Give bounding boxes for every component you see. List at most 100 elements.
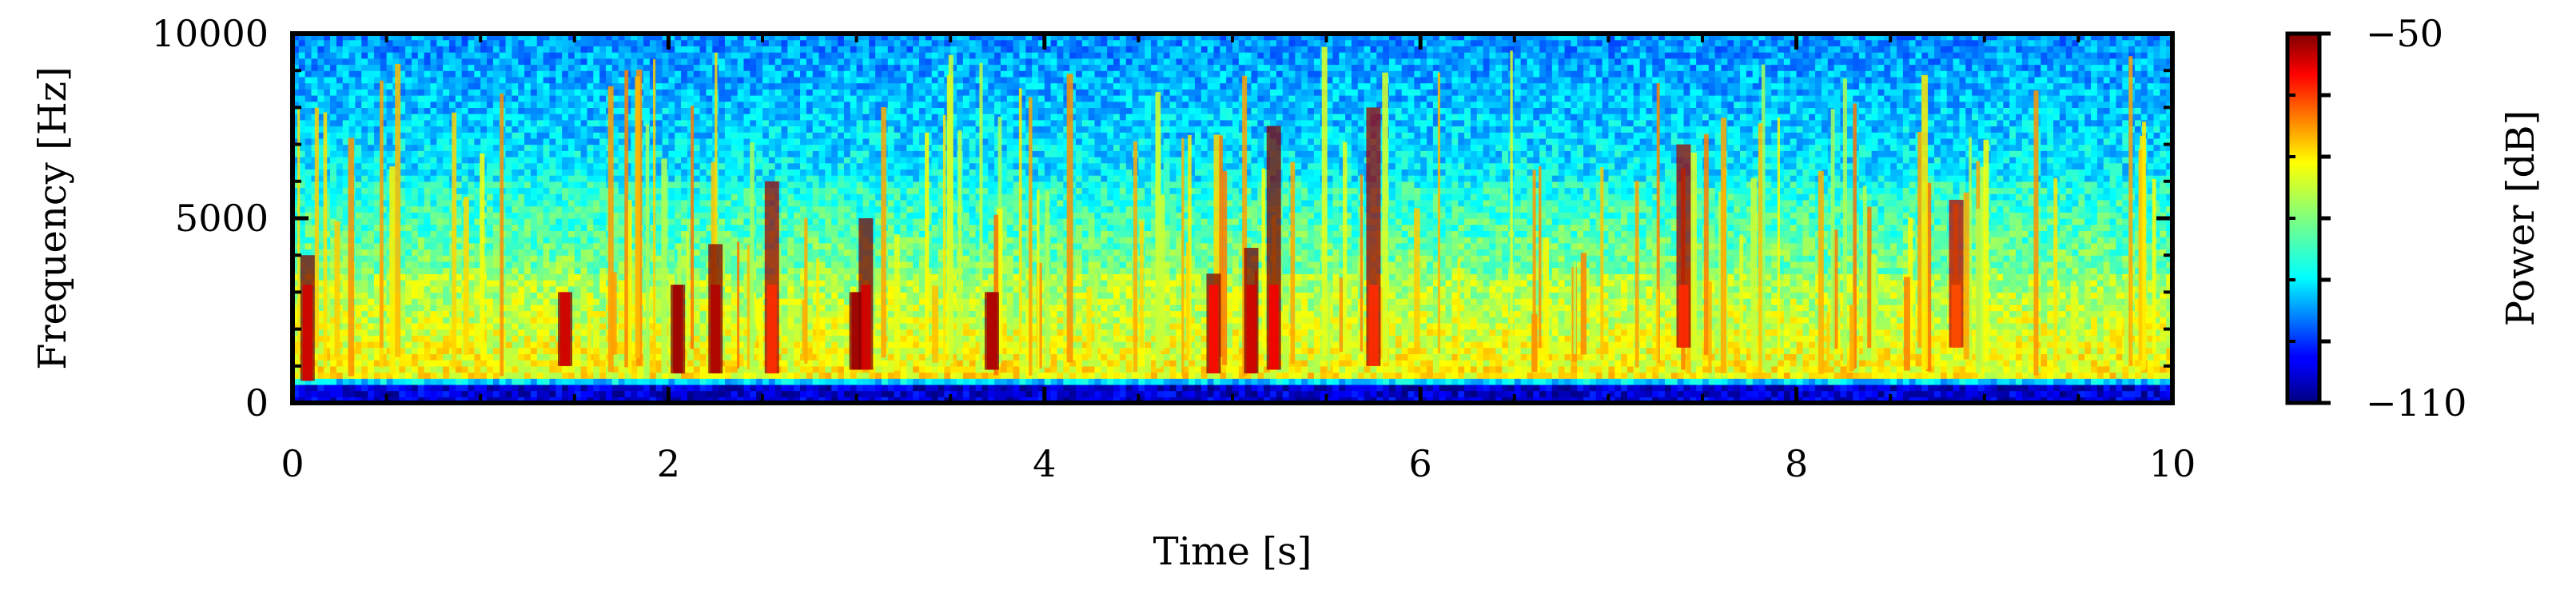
spectral-streak (297, 106, 301, 353)
spectral-streak (1842, 78, 1847, 365)
spectral-streak (1925, 182, 1932, 372)
spectral-streak (1242, 75, 1248, 377)
spectral-streak (925, 132, 930, 358)
spectral-streak (758, 297, 763, 370)
spectral-streak (1360, 174, 1364, 352)
spectral-streak (1343, 142, 1348, 350)
spectral-streak (1510, 50, 1513, 353)
x-tick-label: 4 (1033, 442, 1056, 485)
colorbar-title: Power [dB] (2498, 110, 2543, 326)
spectral-streak (1600, 167, 1604, 360)
strong-event-core (673, 285, 683, 374)
spectral-streak (1655, 289, 1659, 376)
x-tick-label: 2 (657, 442, 680, 485)
spectral-streak (661, 158, 667, 374)
spectral-streak (1382, 72, 1388, 363)
spectral-streak (1871, 253, 1877, 363)
strong-event-core (1268, 285, 1279, 370)
y-axis-ticks: 0 5000 10000 (152, 12, 2172, 425)
spectral-streak (958, 130, 962, 359)
spectral-streak (881, 107, 886, 358)
spectral-streak (1018, 88, 1022, 353)
spectral-streak (1826, 312, 1830, 369)
spectral-streak (627, 200, 632, 375)
spectral-streak (894, 234, 900, 371)
spectral-streak (1969, 137, 1972, 348)
spectral-streak (1963, 192, 1969, 360)
spectral-streak (653, 59, 656, 368)
spectral-streak (1219, 135, 1223, 357)
spectrogram-events (297, 46, 2156, 381)
spectral-streak (1573, 260, 1577, 355)
strong-event-core (986, 292, 997, 370)
x-axis-label: Time [s] (1153, 529, 1312, 574)
spectral-streak (2142, 122, 2147, 369)
spectral-streak (1656, 82, 1660, 364)
spectral-streak (1221, 171, 1228, 365)
spectral-streak (607, 86, 614, 373)
spectral-streak (1917, 131, 1922, 348)
spectral-streak (1045, 190, 1050, 369)
spectral-streak (1853, 103, 1857, 369)
spectral-streak (1140, 221, 1144, 349)
spectral-streak (1339, 277, 1344, 353)
x-tick-label: 8 (1785, 442, 1808, 485)
spectral-streak (1327, 283, 1331, 371)
strong-event-core (302, 285, 313, 381)
spectral-streak (1380, 287, 1384, 359)
spectral-streak (1290, 161, 1296, 365)
spectral-streak (1094, 273, 1098, 367)
colorbar: −50 −110 Power [dB] (2285, 12, 2543, 425)
spectrogram-image (293, 34, 2172, 403)
spectral-streak (1437, 72, 1441, 354)
spectral-streak (1086, 286, 1092, 359)
x-tick-label: 10 (2149, 442, 2196, 485)
spectral-streak (463, 197, 469, 356)
spectral-streak (1830, 109, 1835, 351)
spectral-streak (932, 285, 939, 363)
spectral-streak (2130, 273, 2133, 361)
spectral-streak (1028, 97, 1033, 376)
spectral-streak (2152, 178, 2156, 353)
strong-event-core (861, 285, 871, 370)
spectral-streak (389, 166, 396, 375)
y-tick-label: 5000 (175, 197, 269, 240)
x-tick-label: 6 (1409, 442, 1432, 485)
spectral-streak (1739, 234, 1744, 349)
spectral-streak (587, 307, 591, 376)
spectral-streak (1261, 168, 1266, 349)
spectral-streak (1161, 194, 1165, 351)
spectral-streak (1818, 170, 1824, 374)
spectral-streak (1777, 117, 1780, 358)
y-tick-label: 0 (245, 381, 269, 425)
spectral-streak (816, 258, 820, 360)
y-tick-label: 10000 (152, 12, 269, 55)
spectral-streak (1066, 74, 1073, 363)
x-tick-label: 0 (281, 442, 304, 485)
spectral-streak (1580, 253, 1587, 355)
strong-event-core (1208, 285, 1219, 374)
spectral-streak (1414, 208, 1420, 348)
spectral-streak (1532, 169, 1536, 372)
spectral-streak (750, 142, 754, 364)
spectral-streak (1133, 141, 1137, 373)
spectral-streak (942, 114, 946, 368)
spectral-streak (1543, 237, 1549, 368)
spectral-streak (334, 221, 340, 358)
spectral-streak (1832, 229, 1838, 349)
spectral-streak (500, 93, 504, 377)
spectral-streak (1690, 152, 1697, 361)
spectral-streak (1037, 189, 1040, 372)
spectral-streak (979, 62, 983, 373)
strong-event-core (1951, 285, 1961, 348)
colorbar-ticks (2287, 31, 2331, 405)
spectral-streak (395, 64, 401, 357)
spectral-streak (323, 112, 328, 369)
spectral-streak (1750, 177, 1758, 361)
strong-event-core (1678, 285, 1689, 348)
spectral-streak (645, 124, 650, 377)
spectral-streak (686, 231, 690, 351)
spectral-streak (1457, 258, 1461, 362)
spectral-streak (1181, 138, 1184, 377)
